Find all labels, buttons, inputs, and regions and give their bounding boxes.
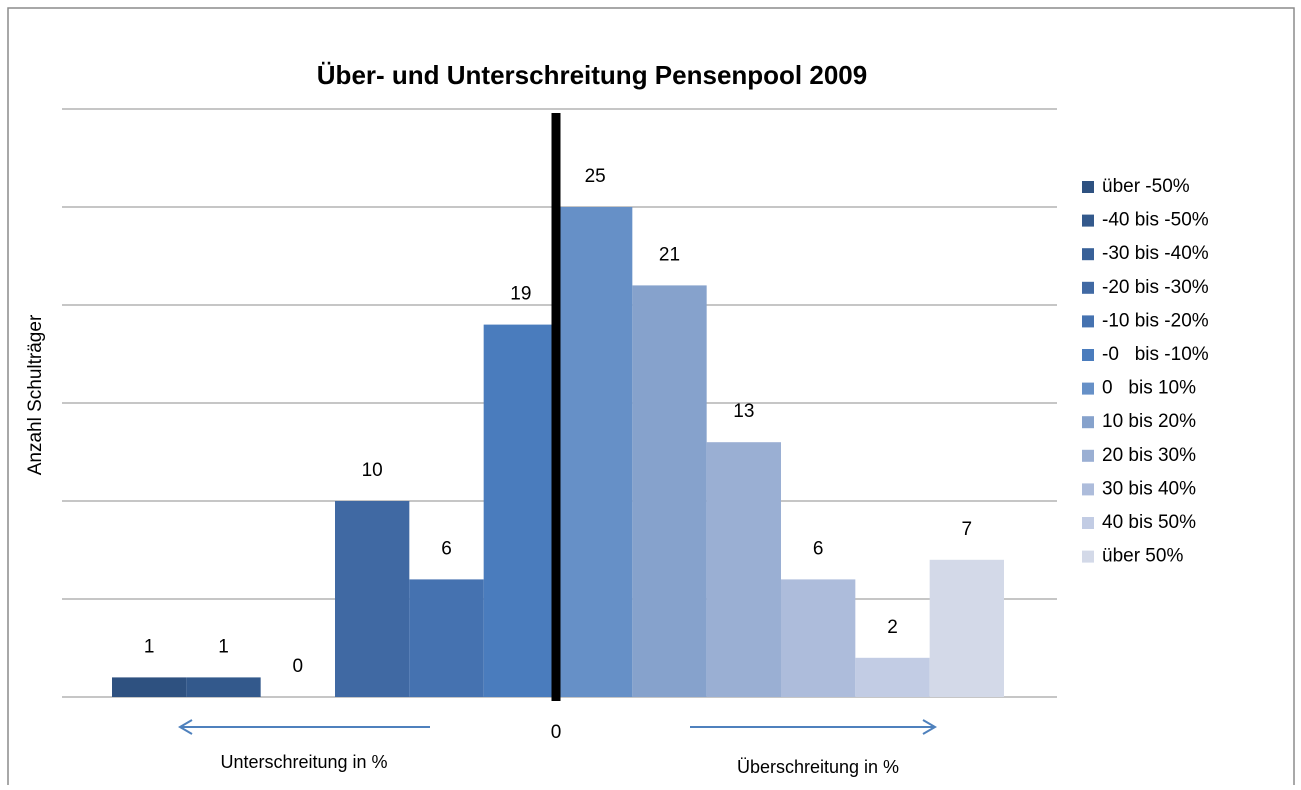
legend-label: 30 bis 40%	[1102, 478, 1196, 499]
data-label: 7	[962, 519, 973, 540]
legend-swatch	[1082, 449, 1094, 462]
bar	[112, 677, 187, 697]
legend-swatch	[1082, 281, 1094, 294]
bar	[855, 657, 930, 697]
bar	[929, 559, 1004, 697]
y-axis-label: Anzahl Schulträger	[25, 314, 46, 475]
legend-swatch	[1082, 315, 1094, 328]
data-label: 0	[293, 656, 304, 677]
bar	[409, 579, 484, 697]
legend-label: -0 bis -10%	[1102, 344, 1209, 365]
legend-label: 40 bis 50%	[1102, 512, 1196, 533]
right-arrow-head	[922, 719, 937, 735]
legend-label: 20 bis 30%	[1102, 445, 1196, 466]
bar	[186, 677, 261, 697]
legend-swatch	[1082, 181, 1094, 193]
legend-label: über -50%	[1102, 176, 1190, 197]
data-label: 2	[887, 617, 898, 638]
zero-label: 0	[551, 722, 562, 743]
legend-swatch	[1082, 483, 1094, 496]
bar	[706, 442, 781, 697]
legend-swatch	[1082, 214, 1094, 227]
bar	[781, 579, 856, 697]
bar	[483, 324, 558, 697]
data-label: 21	[659, 244, 680, 265]
legend-swatch	[1082, 248, 1094, 261]
legend-label: -30 bis -40%	[1102, 243, 1209, 264]
legend-label: -10 bis -20%	[1102, 310, 1209, 331]
chart-title: Über- und Unterschreitung Pensenpool 200…	[317, 60, 867, 90]
legend-label: -20 bis -30%	[1102, 277, 1209, 298]
legend-label: über 50%	[1102, 546, 1183, 567]
bar	[558, 207, 633, 697]
annotation: Unterschreitung in %	[220, 752, 387, 772]
data-label: 25	[585, 166, 606, 187]
data-label: 6	[813, 538, 824, 559]
data-label: 10	[362, 460, 383, 481]
bar	[335, 501, 410, 697]
legend-swatch	[1082, 517, 1094, 529]
annotation: Überschreitung in %	[737, 757, 899, 777]
bar	[632, 285, 707, 697]
legend-label: 10 bis 20%	[1102, 411, 1196, 432]
data-label: 6	[441, 538, 452, 559]
data-label: 19	[510, 284, 531, 305]
legend-label: -40 bis -50%	[1102, 210, 1209, 231]
legend-swatch	[1082, 550, 1094, 563]
legend-label: 0 bis 10%	[1102, 378, 1196, 399]
legend-swatch	[1082, 349, 1094, 361]
data-label: 1	[218, 636, 229, 657]
left-arrow-head	[178, 719, 193, 735]
data-label: 13	[733, 401, 754, 422]
legend-swatch	[1082, 416, 1094, 429]
legend-swatch	[1082, 382, 1094, 395]
data-label: 1	[144, 636, 155, 657]
